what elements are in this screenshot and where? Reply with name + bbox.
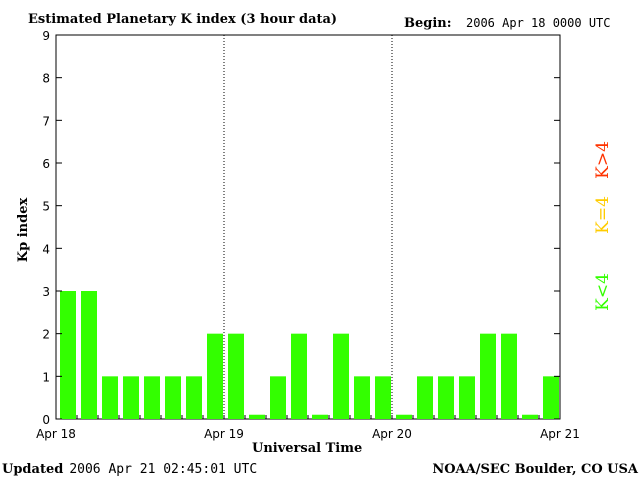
x-tick-label: Apr 18 xyxy=(36,427,76,441)
kp-bar xyxy=(144,376,160,419)
kp-bar xyxy=(165,376,181,419)
chart-title: Estimated Planetary K index (3 hour data… xyxy=(28,12,337,27)
kp-bar xyxy=(396,414,412,419)
legend-k-eq-4: K=4 xyxy=(593,196,613,234)
source-credit: NOAA/SEC Boulder, CO USA xyxy=(432,462,639,477)
y-tick-label: 3 xyxy=(42,285,50,299)
y-tick-label: 1 xyxy=(42,370,50,384)
updated-text: Updated 2006 Apr 21 02:45:01 UTC xyxy=(2,462,257,477)
y-tick-label: 2 xyxy=(42,328,50,342)
kp-bar xyxy=(543,376,559,419)
y-tick-label: 6 xyxy=(42,157,50,171)
begin-value: 2006 Apr 18 0000 UTC xyxy=(466,16,611,30)
kp-bar xyxy=(459,376,475,419)
kp-bar xyxy=(81,291,97,419)
kp-bar xyxy=(312,414,328,419)
kp-bar xyxy=(501,333,517,419)
x-tick-label: Apr 21 xyxy=(540,427,580,441)
legend-k-lt-4: K<4 xyxy=(593,273,613,311)
kp-bar xyxy=(333,333,349,419)
kp-bar xyxy=(102,376,118,419)
y-tick-label: 5 xyxy=(42,200,50,214)
kp-bar xyxy=(291,333,307,419)
kp-bar xyxy=(522,414,538,419)
kp-bar xyxy=(438,376,454,419)
y-tick-label: 9 xyxy=(42,29,50,43)
updated-label: Updated xyxy=(2,462,63,477)
kp-bar xyxy=(228,333,244,419)
kp-bar xyxy=(249,414,265,419)
y-tick-label: 4 xyxy=(42,242,50,256)
x-tick-label: Apr 20 xyxy=(372,427,412,441)
kp-bar xyxy=(60,291,76,419)
kp-bar xyxy=(480,333,496,419)
x-tick-label: Apr 19 xyxy=(204,427,244,441)
legend-k-gt-4: K>4 xyxy=(593,141,613,179)
kp-bar xyxy=(354,376,370,419)
kp-bar xyxy=(186,376,202,419)
y-axis-label: Kp index xyxy=(16,198,31,263)
begin-label: Begin: xyxy=(404,16,452,31)
updated-value: 2006 Apr 21 02:45:01 UTC xyxy=(69,462,257,477)
kp-bar xyxy=(270,376,286,419)
x-axis-label: Universal Time xyxy=(252,441,362,456)
kp-bar xyxy=(207,333,223,419)
kp-bar xyxy=(123,376,139,419)
kp-bar xyxy=(417,376,433,419)
y-tick-label: 8 xyxy=(42,72,50,86)
y-tick-label: 7 xyxy=(42,114,50,128)
kp-bar xyxy=(375,376,391,419)
y-tick-label: 0 xyxy=(42,413,50,427)
plot-area: 0 1 2 3 4 5 6 7 8 9 Apr 18 Apr 19 Apr 20 Apr 21 xyxy=(36,29,580,441)
